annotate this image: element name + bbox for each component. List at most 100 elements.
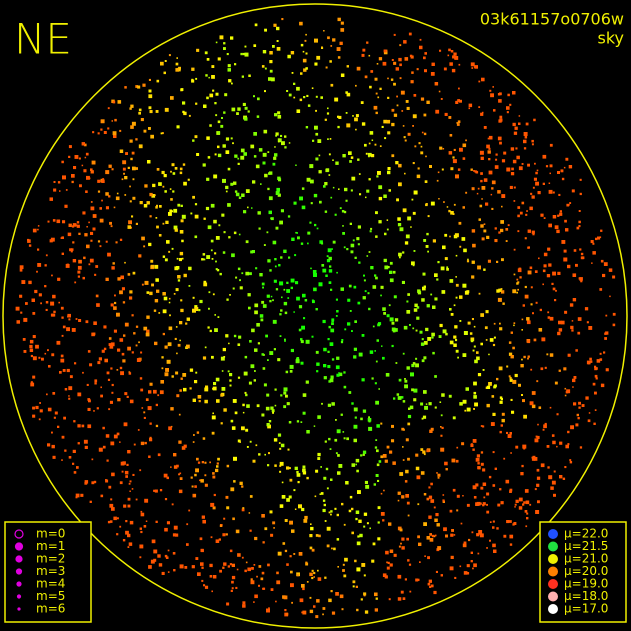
star xyxy=(83,439,88,444)
star xyxy=(468,538,471,542)
star xyxy=(428,486,431,489)
star xyxy=(372,285,377,289)
star xyxy=(512,289,517,294)
star xyxy=(307,231,311,235)
sky-brightness-label: μ=21.0 xyxy=(564,552,608,566)
star xyxy=(296,232,298,234)
star xyxy=(237,439,241,443)
star xyxy=(486,403,490,408)
star xyxy=(383,50,388,55)
star xyxy=(153,549,158,554)
star xyxy=(430,201,435,206)
star xyxy=(57,425,60,428)
star xyxy=(579,248,582,251)
star xyxy=(300,242,304,245)
star xyxy=(546,274,551,278)
star xyxy=(376,339,379,342)
star xyxy=(380,455,384,459)
star xyxy=(273,348,276,351)
star xyxy=(300,421,303,423)
star xyxy=(215,377,220,382)
star xyxy=(194,494,196,497)
star xyxy=(129,139,133,143)
star xyxy=(497,503,501,507)
star xyxy=(353,347,357,351)
star xyxy=(211,431,215,435)
star xyxy=(143,245,146,248)
star xyxy=(386,228,389,231)
star xyxy=(549,143,553,147)
star xyxy=(523,139,527,144)
star xyxy=(443,201,445,203)
star xyxy=(364,480,368,484)
star xyxy=(92,214,97,218)
star xyxy=(346,65,349,68)
star xyxy=(274,258,277,261)
star xyxy=(82,371,84,374)
star xyxy=(578,220,581,224)
star xyxy=(375,235,378,238)
star xyxy=(210,239,214,243)
star xyxy=(322,319,326,324)
star xyxy=(87,424,92,429)
star xyxy=(202,163,206,167)
star xyxy=(102,426,105,430)
star xyxy=(243,371,248,376)
star xyxy=(524,510,528,513)
star xyxy=(413,190,418,195)
star xyxy=(344,557,348,562)
star xyxy=(354,117,358,122)
star xyxy=(202,519,206,524)
star xyxy=(557,171,560,174)
star xyxy=(116,533,119,536)
star xyxy=(306,476,309,480)
star xyxy=(272,45,275,48)
star xyxy=(548,223,552,228)
star xyxy=(158,234,162,237)
star xyxy=(139,544,144,549)
star xyxy=(398,182,402,187)
star xyxy=(391,122,395,127)
star xyxy=(138,108,142,112)
star xyxy=(580,252,584,256)
star xyxy=(483,223,486,225)
star xyxy=(506,111,509,114)
star xyxy=(149,438,153,442)
star xyxy=(499,141,502,145)
star xyxy=(288,256,291,259)
star xyxy=(438,90,441,93)
star xyxy=(313,576,315,578)
star xyxy=(318,534,321,538)
star xyxy=(67,313,71,318)
star xyxy=(317,577,322,581)
star xyxy=(179,251,184,256)
star xyxy=(544,422,547,426)
star xyxy=(356,518,358,520)
star xyxy=(286,289,290,293)
star xyxy=(248,74,251,77)
star xyxy=(506,106,510,110)
star xyxy=(328,153,331,156)
star xyxy=(68,155,71,158)
star xyxy=(150,259,154,263)
star xyxy=(113,306,117,310)
star xyxy=(357,225,361,229)
star xyxy=(287,448,290,451)
star xyxy=(552,191,555,194)
star xyxy=(170,407,174,411)
star xyxy=(269,69,273,73)
star xyxy=(159,390,164,395)
star xyxy=(473,408,475,410)
star xyxy=(412,162,415,165)
star xyxy=(303,96,306,99)
star xyxy=(246,446,249,448)
star xyxy=(96,303,100,307)
star xyxy=(53,188,57,192)
star xyxy=(455,254,458,257)
star xyxy=(560,169,564,173)
star xyxy=(146,291,150,294)
star xyxy=(462,143,467,148)
star xyxy=(411,261,415,266)
star xyxy=(217,153,222,158)
star xyxy=(161,170,165,175)
